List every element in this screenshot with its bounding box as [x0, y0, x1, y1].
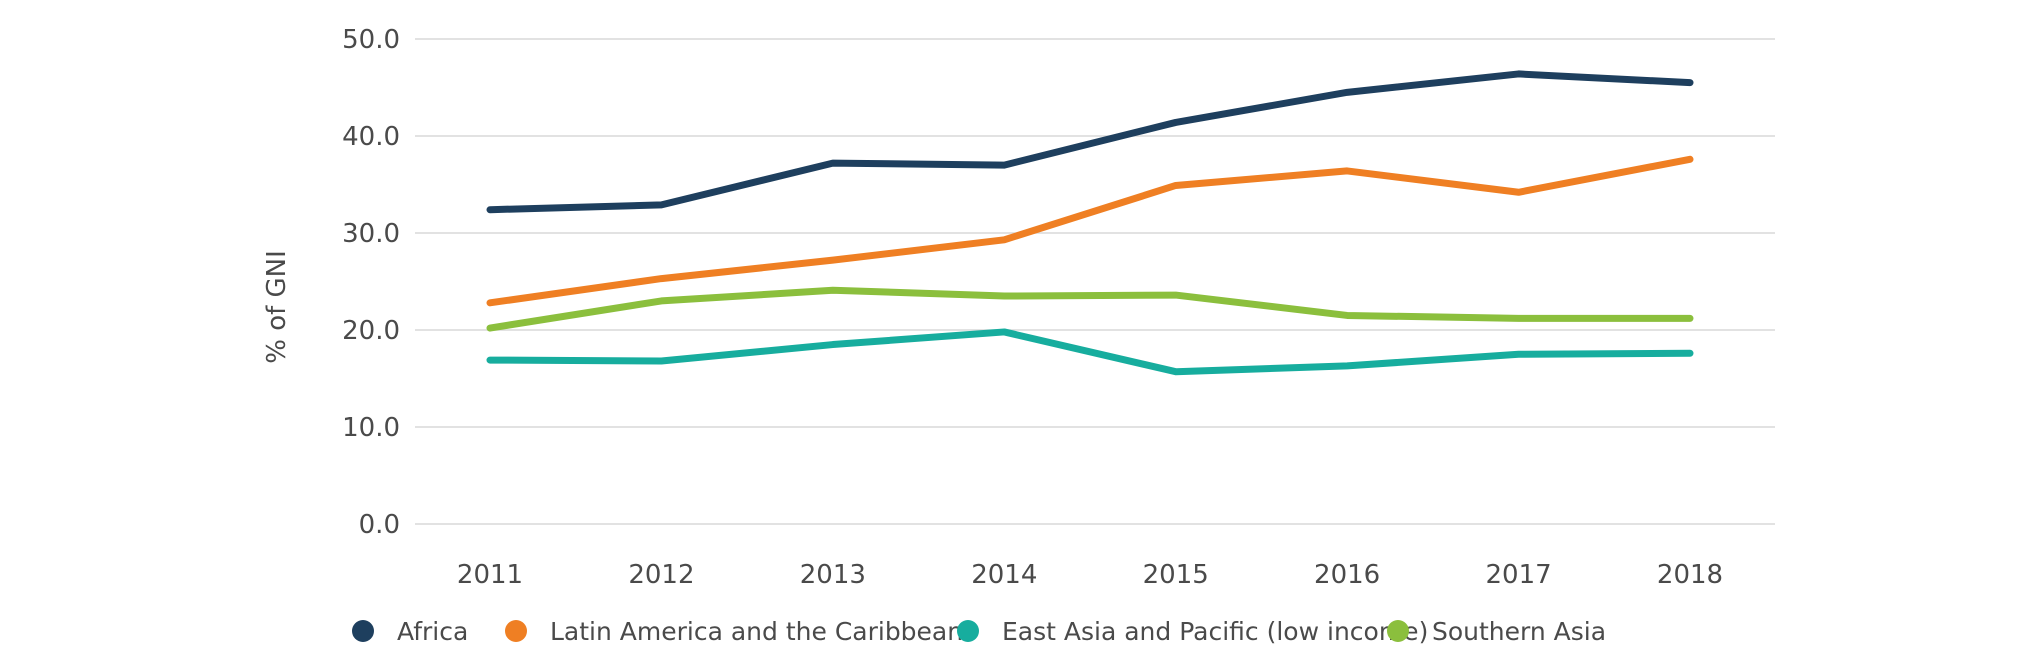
y-tick-label: 10.0 [342, 413, 400, 443]
series-lines [486, 70, 1694, 376]
legend-label: Southern Asia [1432, 617, 1606, 646]
y-tick-label: 20.0 [342, 316, 400, 346]
legend-label: Africa [397, 617, 468, 646]
series-line-3 [486, 328, 1694, 376]
series-line-1 [486, 70, 1694, 214]
y-tick-label: 50.0 [342, 25, 400, 55]
gridlines [415, 38, 1775, 525]
y-tick-label: 40.0 [342, 122, 400, 152]
x-tick-label: 2011 [457, 560, 523, 590]
legend-marker [1387, 620, 1409, 642]
legend-label: East Asia and Pacific (low income) [1002, 617, 1428, 646]
series-line-4 [486, 286, 1694, 332]
y-axis-ticks: 0.0 10.0 20.0 30.0 40.0 50.0 [342, 25, 400, 540]
x-tick-label: 2016 [1314, 560, 1380, 590]
x-tick-label: 2013 [800, 560, 866, 590]
legend-marker [957, 620, 979, 642]
x-tick-label: 2018 [1657, 560, 1723, 590]
legend-label: Latin America and the Caribbean [550, 617, 963, 646]
series-line-2 [486, 155, 1694, 307]
y-tick-label: 0.0 [359, 510, 400, 540]
x-axis-ticks: 2011 2012 2013 2014 2015 2016 2017 2018 [457, 560, 1723, 590]
x-tick-label: 2014 [971, 560, 1037, 590]
x-tick-label: 2012 [628, 560, 694, 590]
x-tick-label: 2015 [1143, 560, 1209, 590]
legend: Africa Latin America and the Caribbean Eas… [352, 617, 1606, 646]
legend-marker [505, 620, 527, 642]
x-tick-label: 2017 [1485, 560, 1551, 590]
y-tick-label: 30.0 [342, 219, 400, 249]
y-axis-label: % of GNI [262, 250, 292, 364]
legend-marker [352, 620, 374, 642]
